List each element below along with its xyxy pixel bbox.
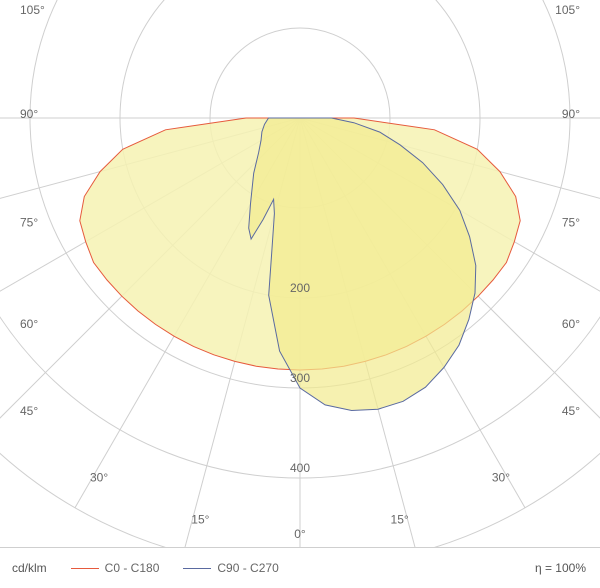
angle-label: 105° bbox=[555, 3, 580, 17]
angle-label: 45° bbox=[562, 404, 580, 418]
unit-label: cd/klm bbox=[0, 561, 71, 575]
angle-label: 30° bbox=[90, 471, 108, 485]
legend-entry-c90: C90 - C270 bbox=[183, 561, 278, 575]
chart-footer: cd/klm C0 - C180 C90 - C270 η = 100% bbox=[0, 547, 600, 588]
legend-entry-c0: C0 - C180 bbox=[71, 561, 160, 575]
angle-label: 0° bbox=[294, 527, 306, 541]
legend-label-c0: C0 - C180 bbox=[105, 561, 160, 575]
efficiency-label: η = 100% bbox=[535, 561, 600, 575]
legend-swatch-c0 bbox=[71, 568, 99, 569]
ring-label: 200 bbox=[290, 281, 310, 295]
polar-chart-container: 200 300 400 105° 90° 75° 60° 45° 30° 15° 0° 15° 30° 4… bbox=[0, 0, 600, 588]
angle-label: 60° bbox=[20, 317, 38, 331]
angle-label: 90° bbox=[20, 107, 38, 121]
angle-label: 105° bbox=[20, 3, 45, 17]
angle-label: 60° bbox=[562, 317, 580, 331]
legend-swatch-c90 bbox=[183, 568, 211, 569]
angle-label: 15° bbox=[191, 513, 209, 527]
ring-label: 300 bbox=[290, 371, 310, 385]
angle-label: 45° bbox=[20, 404, 38, 418]
angle-label: 15° bbox=[391, 513, 409, 527]
angle-label: 90° bbox=[562, 107, 580, 121]
angle-label: 30° bbox=[492, 471, 510, 485]
ring-label: 400 bbox=[290, 461, 310, 475]
polar-chart: 200 300 400 105° 90° 75° 60° 45° 30° 15° 0° 15° 30° 4… bbox=[0, 0, 600, 548]
angle-label: 75° bbox=[562, 216, 580, 230]
legend-label-c90: C90 - C270 bbox=[217, 561, 278, 575]
angle-label: 75° bbox=[20, 216, 38, 230]
